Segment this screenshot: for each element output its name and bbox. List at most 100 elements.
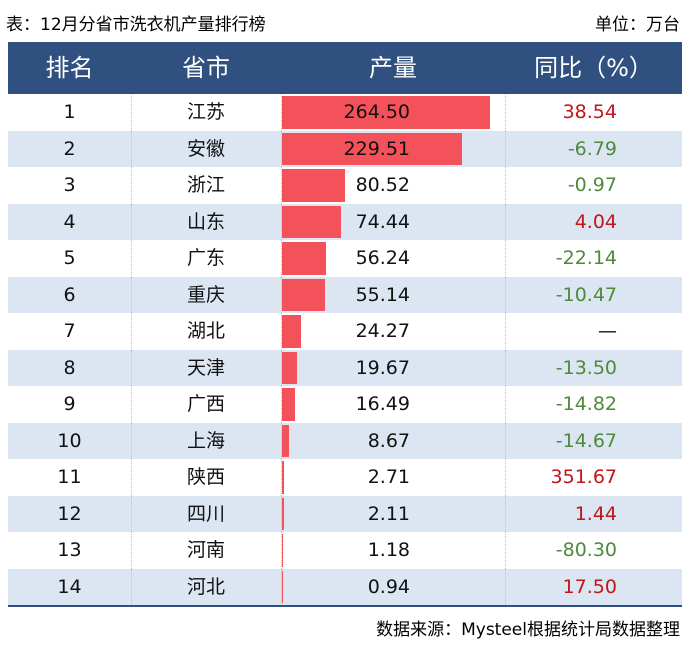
yoy: -6.79 (567, 137, 617, 160)
province: 广西 (186, 393, 225, 415)
province: 湖北 (186, 320, 225, 342)
output: 8.67 (367, 429, 410, 452)
output: 19.67 (355, 356, 410, 379)
rank: 6 (63, 283, 76, 306)
divider (505, 130, 506, 167)
output: 80.52 (355, 174, 410, 196)
yoy: 38.54 (562, 101, 617, 123)
divider (131, 495, 132, 532)
output: 0.94 (367, 575, 410, 598)
divider (505, 495, 506, 532)
output: 74.44 (355, 210, 410, 233)
bar (282, 570, 283, 603)
divider (131, 422, 132, 459)
row-bg (8, 349, 682, 386)
divider (281, 459, 282, 496)
divider (131, 568, 132, 605)
divider (131, 240, 132, 277)
row-bg (8, 386, 682, 423)
province: 上海 (186, 429, 225, 452)
bar (282, 461, 285, 494)
output: 55.14 (355, 283, 410, 306)
bar (282, 242, 327, 275)
rank: 1 (63, 101, 76, 123)
divider (505, 240, 506, 277)
output: 229.51 (343, 137, 410, 160)
rank: 9 (63, 393, 76, 415)
province: 江苏 (186, 101, 225, 123)
divider (281, 349, 282, 386)
province: 陕西 (186, 466, 225, 488)
row-bg (8, 459, 682, 496)
output: 2.11 (367, 502, 410, 525)
rank: 5 (63, 247, 76, 269)
output: 2.71 (367, 466, 410, 488)
bar (282, 205, 341, 238)
bar (282, 96, 490, 129)
yoy: 351.67 (550, 466, 617, 488)
divider (131, 203, 132, 240)
province: 山东 (186, 210, 225, 233)
divider (505, 422, 506, 459)
divider (131, 167, 132, 204)
output: 264.50 (343, 101, 410, 123)
yoy: -13.50 (555, 356, 617, 379)
rank: 10 (57, 429, 82, 452)
rank: 14 (57, 575, 82, 598)
divider (505, 386, 506, 423)
yoy: -22.14 (555, 247, 617, 269)
row-bg (8, 276, 682, 313)
bar (282, 497, 284, 530)
divider (281, 94, 282, 131)
divider (505, 203, 506, 240)
rank: 12 (57, 502, 82, 525)
divider (505, 167, 506, 204)
divider (505, 94, 506, 131)
column-header: 排名 (45, 54, 94, 82)
yoy: 4.04 (574, 210, 617, 233)
province: 安徽 (186, 137, 225, 160)
divider (505, 459, 506, 496)
yoy: 1.44 (574, 502, 617, 525)
yoy: -14.67 (555, 429, 617, 452)
bar (282, 424, 289, 457)
yoy: — (598, 320, 617, 342)
output: 24.27 (355, 320, 410, 342)
divider (281, 203, 282, 240)
header-bar (8, 42, 682, 94)
divider (131, 532, 132, 569)
row-bg (8, 313, 682, 350)
bar (282, 169, 346, 202)
output: 56.24 (355, 247, 410, 269)
bar (282, 351, 298, 384)
province: 浙江 (186, 174, 225, 196)
row-bg (8, 532, 682, 569)
divider (131, 94, 132, 131)
output: 1.18 (367, 539, 410, 561)
divider (281, 568, 282, 605)
row-bg (8, 495, 682, 532)
row-bg (8, 422, 682, 459)
bar (282, 388, 295, 421)
rank: 3 (63, 174, 76, 196)
divider (281, 495, 282, 532)
divider (281, 240, 282, 277)
row-bg (8, 240, 682, 277)
divider (281, 422, 282, 459)
rank: 2 (63, 137, 76, 160)
row-bg (8, 568, 682, 605)
province: 重庆 (186, 283, 225, 306)
rank: 11 (57, 466, 82, 488)
divider (281, 532, 282, 569)
divider (505, 349, 506, 386)
bottom-rule (8, 605, 682, 607)
province: 河南 (186, 539, 225, 561)
divider (131, 386, 132, 423)
bar (282, 315, 302, 348)
bar (282, 278, 326, 311)
divider (505, 568, 506, 605)
yoy: -14.82 (555, 393, 617, 415)
divider (281, 130, 282, 167)
rank: 7 (63, 320, 76, 342)
province: 四川 (186, 502, 225, 525)
